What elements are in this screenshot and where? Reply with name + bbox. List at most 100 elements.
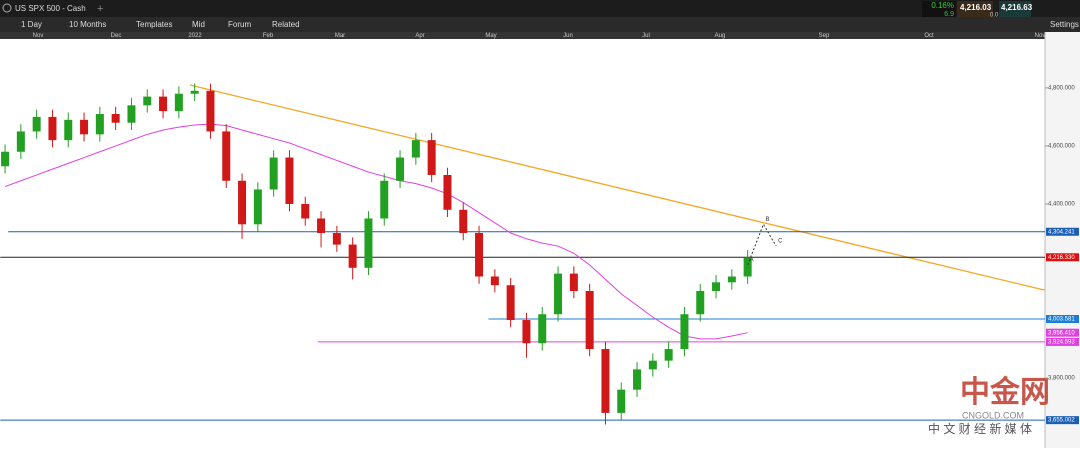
abc-label: B: [765, 217, 769, 223]
candle-body: [522, 320, 531, 344]
watermark-logo: 中金网: [960, 375, 1050, 409]
title-bar-bg: [0, 0, 1080, 17]
settings[interactable]: Settings: [1050, 20, 1079, 29]
candle-body: [459, 209, 468, 233]
candle-body: [238, 180, 247, 225]
candle-body: [143, 96, 152, 106]
candle-body: [285, 157, 294, 204]
abc-label: A: [750, 257, 754, 263]
candle-body: [696, 291, 705, 315]
candle-body: [159, 96, 168, 112]
candle-body: [743, 257, 752, 277]
level-label: 4,304.241: [1048, 229, 1075, 235]
abc-path: [747, 223, 777, 266]
candle-body: [253, 189, 262, 225]
candle-body: [190, 90, 199, 94]
level-label-bg: [1046, 337, 1079, 346]
candle-body: [32, 116, 41, 132]
candle-body: [664, 349, 673, 361]
candle-body: [206, 90, 215, 132]
candle-body: [269, 157, 278, 190]
candle-body: [443, 174, 452, 210]
candle-body: [475, 232, 484, 277]
y-tick-label: 3,800.000: [1048, 376, 1075, 382]
level-label: 4,003.581: [1048, 317, 1075, 323]
candle-body: [727, 276, 736, 283]
watermark-site: CNGOLD.COM: [962, 410, 1024, 420]
spread: 0.0: [990, 13, 999, 19]
y-tick-label: 4,800.000: [1048, 85, 1075, 91]
candle-body: [396, 157, 405, 181]
range[interactable]: 10 Months: [69, 20, 106, 29]
candle-body: [127, 105, 136, 123]
candle-body: [64, 119, 73, 141]
info-icon[interactable]: [2, 3, 12, 13]
candle-body: [332, 232, 341, 245]
month-label: May: [485, 33, 496, 39]
candle-body: [680, 314, 689, 350]
candle-body: [48, 116, 57, 141]
month-label: 2022: [188, 33, 202, 39]
related[interactable]: Related: [272, 20, 300, 29]
candle-body: [633, 369, 642, 390]
interval[interactable]: 1 Day: [21, 20, 42, 29]
candle-body: [411, 140, 420, 158]
candle-body: [1, 151, 10, 167]
month-label: Feb: [263, 33, 274, 39]
price-axis-bg: [1045, 32, 1080, 448]
month-label: Apr: [415, 33, 424, 39]
change-pct: 0.16%: [931, 1, 954, 10]
candle-body: [80, 119, 89, 135]
level-label-bg: [1046, 253, 1079, 262]
ma-label: 3,956.410: [1048, 330, 1075, 336]
trendline: [189, 84, 1045, 291]
candle-body: [222, 131, 231, 181]
level-label-bg: [1046, 227, 1079, 236]
instrument: US SPX 500 - Cash: [15, 4, 86, 13]
month-label: Aug: [715, 33, 726, 39]
candle-body: [538, 314, 547, 344]
candle-body: [348, 244, 357, 268]
moving-average: [4, 123, 748, 340]
month-label: Oct: [924, 33, 934, 39]
candle-body: [427, 140, 436, 175]
candle-body: [95, 114, 104, 135]
level-label: 3,924.593: [1048, 339, 1075, 345]
month-label: Sep: [819, 33, 830, 39]
bid: 4,216.03: [960, 3, 992, 12]
change-pts: 6.9: [944, 11, 954, 18]
watermark-slogan: 中 文 财 经 新 媒 体: [928, 421, 1032, 436]
y-tick-label: 4,400.000: [1048, 202, 1075, 208]
candle-body: [317, 218, 326, 233]
level-label: 4,216.330: [1048, 255, 1075, 261]
price-type[interactable]: Mid: [192, 20, 205, 29]
y-tick-label: 4,600.000: [1048, 144, 1075, 150]
templates[interactable]: Templates: [136, 20, 172, 29]
ma-label-bg: [1046, 328, 1079, 337]
month-label: Jul: [642, 33, 650, 39]
candle-body: [712, 282, 721, 292]
toolbar-bg: [0, 17, 1080, 32]
candle-body: [111, 114, 120, 123]
forum[interactable]: Forum: [228, 20, 251, 29]
candle-body: [490, 276, 499, 286]
ask-box[interactable]: [999, 1, 1031, 17]
candle-body: [648, 360, 657, 370]
candle-body: [601, 349, 610, 413]
level-label: 3,655.002: [1048, 418, 1075, 424]
level-label-bg: [1046, 416, 1079, 425]
candle-body: [364, 218, 373, 268]
month-label: Jun: [563, 33, 573, 39]
candle-body: [174, 93, 183, 112]
add-tab[interactable]: +: [97, 3, 103, 15]
candle-body: [617, 389, 626, 413]
ask: 4,216.63: [1001, 3, 1033, 12]
month-label: Nov: [33, 33, 44, 39]
month-label: Nov: [1035, 33, 1046, 39]
candle-body: [569, 273, 578, 292]
month-label: Dec: [111, 33, 122, 39]
bid-box[interactable]: [957, 1, 993, 17]
